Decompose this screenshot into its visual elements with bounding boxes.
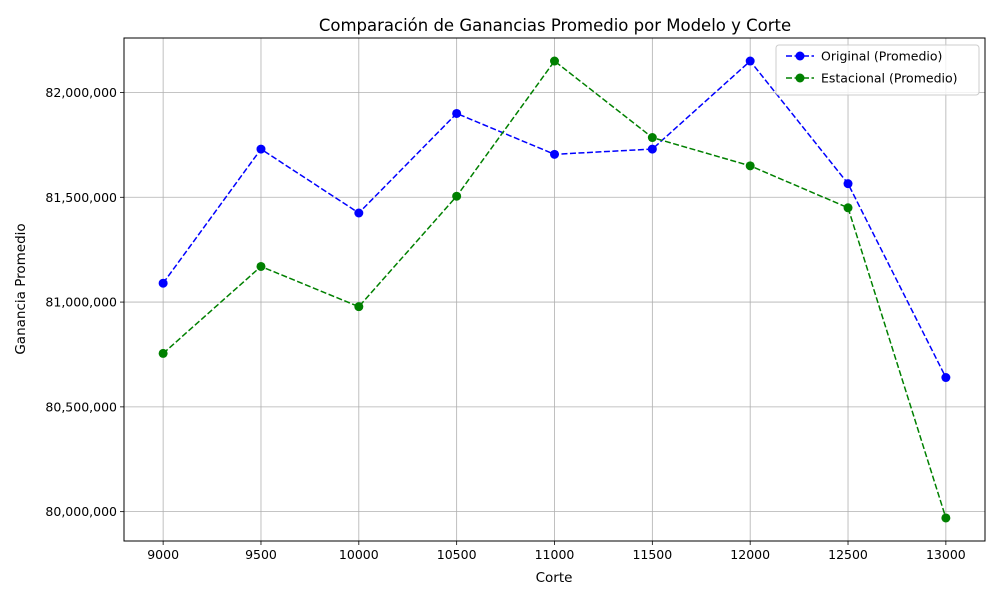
- data-point: [647, 133, 657, 143]
- legend: Original (Promedio) Estacional (Promedio): [775, 44, 980, 96]
- grid: [124, 38, 985, 541]
- x-tick-label: 10000: [339, 547, 379, 562]
- legend-marker: [795, 73, 805, 83]
- legend-box: [775, 44, 980, 96]
- y-tick-label: 82,000,000: [45, 85, 117, 100]
- x-axis-label: Corte: [536, 570, 573, 586]
- x-tick-label: 9000: [147, 547, 179, 562]
- data-point: [452, 108, 462, 118]
- data-point: [941, 513, 951, 523]
- data-point: [647, 144, 657, 154]
- data-point: [745, 161, 755, 171]
- data-point: [452, 191, 462, 201]
- data-point: [843, 179, 853, 189]
- y-tick-label: 81,000,000: [45, 295, 117, 310]
- y-tick-label: 80,500,000: [45, 399, 117, 414]
- series-layer: [158, 56, 951, 523]
- data-point: [256, 144, 266, 154]
- x-tick-label: 12500: [828, 547, 868, 562]
- y-tick-label: 81,500,000: [45, 190, 117, 205]
- data-point: [941, 373, 951, 383]
- x-tick-label: 10500: [437, 547, 477, 562]
- data-point: [354, 302, 364, 312]
- series-2: [158, 56, 951, 523]
- series-line: [162, 59, 947, 519]
- x-tick-label: 11500: [632, 547, 672, 562]
- data-point: [745, 56, 755, 66]
- chart-title: Comparación de Ganancias Promedio por Mo…: [319, 16, 791, 35]
- x-tick-label: 12000: [730, 547, 770, 562]
- data-point: [843, 203, 853, 213]
- legend-label: Estacional (Promedio): [821, 71, 958, 86]
- series-1: [158, 56, 951, 383]
- data-point: [550, 56, 559, 66]
- data-point: [354, 208, 364, 218]
- data-point: [256, 261, 266, 271]
- legend-label: Original (Promedio): [821, 49, 942, 64]
- y-axis-label: Ganancia Promedio: [13, 223, 29, 354]
- x-tick-label: 11000: [535, 547, 575, 562]
- x-tick-label: 9500: [245, 547, 277, 562]
- x-axis-ticks: 9000 9500 10000 10500 11000 11500 12000 12500 13…: [147, 541, 966, 562]
- data-point: [158, 348, 168, 358]
- x-tick-label: 13000: [926, 547, 966, 562]
- data-point: [550, 149, 559, 159]
- legend-entry: Estacional (Promedio): [786, 71, 958, 86]
- legend-marker: [795, 51, 805, 61]
- y-axis-ticks: 80,000,000 80,500,000 81,000,000 81,500,000…: [45, 85, 124, 519]
- data-point: [158, 278, 168, 288]
- y-tick-label: 80,000,000: [45, 504, 117, 519]
- legend-entry: Original (Promedio): [786, 49, 942, 64]
